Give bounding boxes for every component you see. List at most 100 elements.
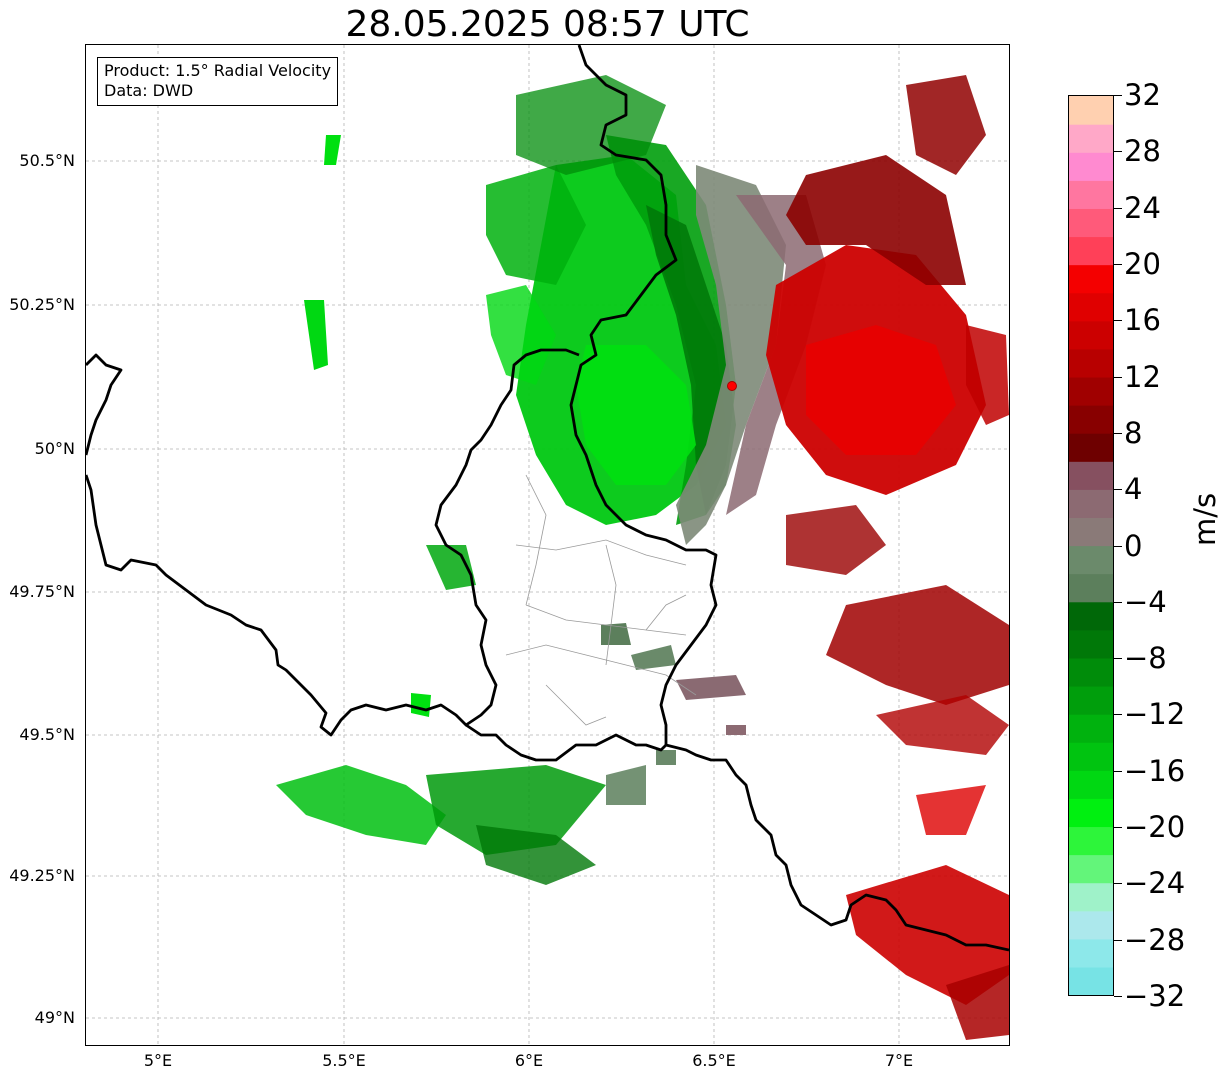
colorbar-tick-label: −28: [1124, 923, 1186, 957]
echo-red-lower: [786, 505, 886, 575]
radar-site-marker: [727, 381, 737, 391]
colorbar-band: [1069, 433, 1113, 462]
info-legend: Product: 1.5° Radial Velocity Data: DWD: [97, 57, 339, 106]
product-text: Product: 1.5° Radial Velocity: [104, 61, 332, 80]
colorbar-band: [1069, 320, 1113, 350]
colorbar-tick-label: 8: [1124, 416, 1143, 450]
colorbar-tick: [1114, 771, 1122, 772]
echo-green-topstrip: [516, 75, 666, 175]
echo-pink-center: [676, 675, 746, 700]
colorbar-band: [1069, 208, 1113, 238]
lon-label-6-5: 6.5°E: [692, 1051, 736, 1070]
colorbar-unit: m/s: [1188, 492, 1222, 546]
colorbar-band: [1069, 96, 1113, 125]
colorbar-band: [1069, 966, 1113, 995]
colorbar-band: [1069, 798, 1113, 828]
colorbar-tick: [1114, 658, 1122, 659]
colorbar-tick-label: 32: [1124, 78, 1161, 112]
lon-label-7: 7°E: [884, 1051, 914, 1070]
echo-green-scatter: [486, 285, 556, 385]
lon-label-5-5: 5.5°E: [322, 1051, 366, 1070]
colorbar-tick-label: 4: [1124, 472, 1143, 506]
colorbar-tick: [1114, 151, 1122, 152]
colorbar-band: [1069, 124, 1113, 153]
echo-red-se3: [916, 785, 986, 835]
echo-pink-small: [726, 725, 746, 735]
echo-red-ne: [906, 75, 986, 175]
colorbar-band: [1069, 348, 1113, 378]
border-be-west: [86, 353, 123, 456]
border-lux-south: [465, 723, 667, 762]
echo-green-west: [304, 300, 328, 370]
colorbar-band: [1069, 489, 1113, 519]
colorbar-tick-label: 24: [1124, 191, 1161, 225]
colorbar-tick: [1114, 602, 1122, 603]
colorbar-tick-label: −16: [1124, 754, 1186, 788]
colorbar-band: [1069, 292, 1113, 322]
velocity-colorbar: [1068, 95, 1114, 996]
colorbar-band: [1069, 910, 1113, 940]
lon-label-5: 5°E: [143, 1051, 173, 1070]
border-fr-de: [665, 743, 1009, 952]
echo-red-se1: [826, 585, 1009, 705]
echo-red-dark: [786, 155, 966, 285]
colorbar-band: [1069, 376, 1113, 406]
colorbar-tick: [1114, 208, 1122, 209]
colorbar-tick: [1114, 714, 1122, 715]
colorbar-tick-label: −20: [1124, 810, 1186, 844]
colorbar-band: [1069, 461, 1113, 490]
border-be-de-north: [569, 45, 718, 745]
colorbar-band: [1069, 180, 1113, 209]
echo-grey-sw: [606, 765, 646, 805]
colorbar-tick: [1114, 433, 1122, 434]
colorbar-band: [1069, 882, 1113, 912]
echo-green-sw4: [411, 693, 431, 717]
colorbar-tick: [1114, 883, 1122, 884]
echo-grey-small: [656, 750, 676, 765]
echo-grey-center: [601, 623, 631, 645]
colorbar-band: [1069, 742, 1113, 771]
colorbar-tick: [1114, 489, 1122, 490]
colorbar-tick: [1114, 95, 1122, 96]
velocity-echoes: [276, 75, 1009, 1040]
lat-label-49-25: 49.25°N: [9, 866, 75, 885]
colorbar-band: [1069, 264, 1113, 294]
colorbar-band: [1069, 657, 1113, 687]
colorbar-tick: [1114, 546, 1122, 547]
colorbar-tick: [1114, 940, 1122, 941]
colorbar-tick-label: 20: [1124, 247, 1161, 281]
lat-label-49-75: 49.75°N: [9, 582, 75, 601]
echo-green-sw1: [276, 765, 446, 845]
lat-label-50-5: 50.5°N: [19, 151, 75, 170]
colorbar-tick: [1114, 264, 1122, 265]
colorbar-band: [1069, 517, 1113, 547]
colorbar-band: [1069, 854, 1113, 884]
colorbar-band: [1069, 405, 1113, 434]
lat-label-50: 50°N: [34, 439, 75, 458]
lat-label-49-5: 49.5°N: [19, 725, 75, 744]
colorbar-gradient: [1069, 96, 1113, 995]
colorbar-band: [1069, 629, 1113, 659]
colorbar-band: [1069, 938, 1113, 968]
colorbar-band: [1069, 770, 1113, 799]
colorbar-tick-label: 28: [1124, 134, 1161, 168]
border-lux-west: [86, 348, 580, 737]
echo-red-se5: [946, 965, 1009, 1040]
colorbar-tick-label: 16: [1124, 303, 1161, 337]
colorbar-tick-label: 12: [1124, 360, 1161, 394]
echo-red-bright: [806, 325, 956, 455]
colorbar-tick: [1114, 996, 1122, 997]
echo-transition: [676, 165, 786, 545]
colorbar-tick: [1114, 827, 1122, 828]
colorbar-tick: [1114, 320, 1122, 321]
radar-map[interactable]: Product: 1.5° Radial Velocity Data: DWD: [85, 44, 1010, 1046]
echo-green-sw3: [476, 825, 596, 885]
colorbar-tick-label: 0: [1124, 529, 1143, 563]
echo-green-south: [426, 545, 476, 590]
colorbar-band: [1069, 236, 1113, 266]
colorbar-band: [1069, 685, 1113, 715]
lon-label-6: 6°E: [514, 1051, 544, 1070]
lat-label-49: 49°N: [34, 1008, 75, 1027]
colorbar-band: [1069, 601, 1113, 631]
colorbar-band: [1069, 714, 1113, 743]
